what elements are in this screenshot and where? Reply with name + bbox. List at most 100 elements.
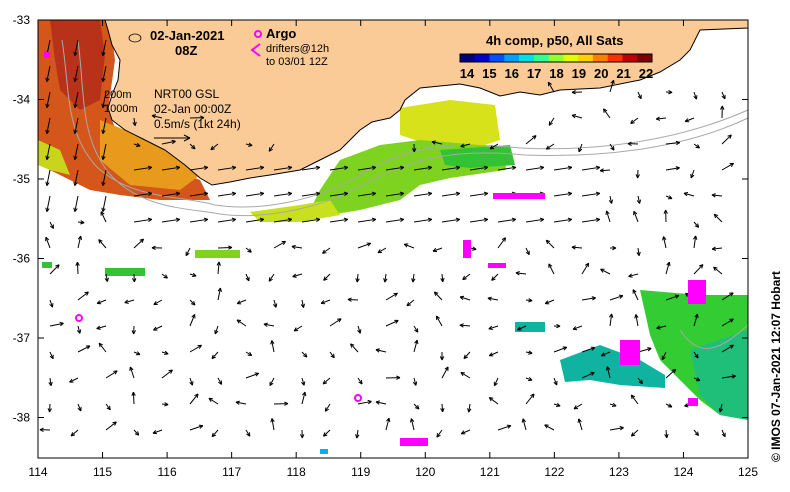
velocity-vector [665, 261, 671, 275]
velocity-vector [545, 239, 555, 249]
sst-patch-east-teal [690, 330, 748, 420]
velocity-vector [269, 377, 275, 387]
velocity-vector [105, 403, 111, 411]
velocity-vector [324, 403, 331, 412]
velocity-vector [553, 402, 561, 408]
velocity-vector [357, 399, 372, 405]
velocity-vector [721, 318, 734, 327]
velocity-vector [600, 351, 611, 357]
drifter-track [463, 240, 471, 258]
colorbar-segment [474, 54, 491, 62]
velocity-vector [76, 325, 82, 334]
colorbar-segment [607, 54, 623, 62]
velocity-vector [73, 117, 79, 134]
velocity-vector [189, 344, 202, 353]
velocity-vector [211, 429, 219, 438]
velocity-vector [431, 140, 443, 145]
x-tick-label: 122 [544, 465, 564, 479]
velocity-vector [412, 377, 418, 386]
velocity-vector [73, 39, 79, 56]
colorbar-ticks: 14 15 16 17 18 19 20 21 22 [460, 66, 653, 81]
credit-text: © IMOS 07-Jan-2021 12:07 Hobart [769, 271, 783, 462]
velocity-vector [47, 403, 52, 413]
velocity-scale-arrow [154, 134, 191, 142]
colorbar-title: 4h comp, p50, All Sats [486, 33, 624, 48]
velocity-vector [301, 351, 308, 358]
velocity-vector [101, 91, 107, 108]
velocity-vector [133, 238, 144, 249]
velocity-vector [189, 314, 196, 327]
velocity-vector [599, 168, 611, 173]
velocity-vector [272, 299, 278, 308]
velocity-vector [245, 217, 265, 223]
velocity-vector [548, 263, 555, 275]
drifter-tracks [44, 52, 706, 446]
drifter-track [620, 340, 640, 365]
velocity-vector [609, 313, 614, 327]
velocity-vector [581, 165, 601, 171]
velocity-vector [433, 291, 443, 301]
velocity-vector [403, 243, 415, 249]
velocity-vector [161, 191, 181, 197]
velocity-vector [385, 165, 405, 171]
velocity-scale-label: 0.5m/s (1kt 24h) [154, 117, 241, 131]
velocity-vector [268, 273, 275, 282]
velocity-vectors [39, 39, 736, 439]
velocity-vector [355, 429, 360, 439]
velocity-vector [101, 195, 107, 212]
velocity-vector [189, 272, 197, 278]
velocity-vector [300, 299, 306, 308]
drifter-track [688, 280, 706, 304]
x-tick-label: 117 [222, 465, 241, 479]
velocity-vector [460, 371, 471, 379]
velocity-vector [548, 117, 555, 126]
y-tick-label: -38 [13, 411, 31, 425]
velocity-vector [105, 370, 118, 379]
velocity-vector [161, 165, 181, 171]
velocity-vector [323, 273, 331, 281]
velocity-vector [273, 240, 287, 249]
velocity-vector [413, 191, 433, 197]
velocity-vector [439, 351, 445, 361]
velocity-vector [665, 403, 673, 408]
velocity-vector [101, 39, 107, 56]
velocity-vector [347, 297, 359, 302]
velocity-vector [211, 351, 219, 360]
velocity-vector [571, 90, 583, 95]
velocity-vector [608, 195, 614, 204]
argo-float [75, 314, 83, 322]
velocity-vector [49, 321, 64, 327]
velocity-vector [544, 299, 555, 305]
velocity-vector [129, 366, 135, 379]
velocity-vector [385, 217, 405, 223]
velocity-vector [96, 299, 107, 305]
land-island [128, 33, 142, 43]
velocity-vector [49, 351, 54, 360]
x-tick-label: 116 [158, 465, 177, 479]
x-tick-label: 121 [480, 465, 500, 479]
colorbar-segment [637, 54, 653, 62]
velocity-vector [581, 371, 595, 379]
sst-patch-south-light [250, 200, 340, 222]
velocity-vector [637, 377, 643, 385]
velocity-vector [189, 424, 204, 431]
velocity-vector [683, 192, 695, 197]
velocity-vector [553, 323, 561, 329]
drifter-track [44, 52, 50, 58]
velocity-vector [101, 65, 107, 82]
velocity-vector [721, 292, 734, 301]
x-tick-label: 120 [415, 465, 435, 479]
velocity-vector [77, 220, 85, 225]
velocity-vector [70, 429, 79, 437]
drifter-track [488, 263, 506, 268]
velocity-vector [488, 397, 499, 405]
velocity-vector [131, 325, 136, 335]
argo-legend-icon [254, 30, 262, 38]
velocity-vector [151, 245, 163, 251]
velocity-vector [603, 108, 611, 119]
sst-patch-small-3 [42, 262, 52, 268]
x-tick-label: 115 [93, 465, 112, 479]
velocity-vector [235, 400, 247, 405]
velocity-vector [609, 245, 617, 251]
velocity-vector [77, 291, 89, 301]
